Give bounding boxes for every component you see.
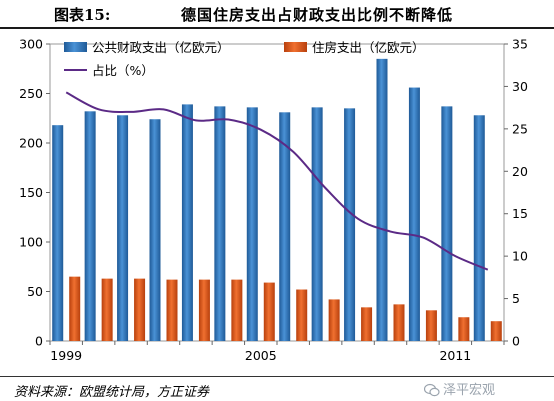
bar-housing-expenditure: [393, 304, 405, 341]
y-right-tick-label: 10: [512, 249, 528, 264]
line-housing-share: [65, 91, 489, 271]
source-rule: [0, 376, 554, 377]
bar-public-expenditure: [214, 106, 226, 342]
watermark-text: 泽平宏观: [443, 383, 496, 398]
x-tick-label: 2005: [245, 348, 277, 363]
bar-public-expenditure: [408, 87, 420, 341]
bar-housing-expenditure: [101, 278, 113, 341]
legend-label-housing-share: 占比（%）: [92, 63, 154, 78]
y-left-tick-label: 200: [19, 136, 43, 151]
bar-public-expenditure: [473, 115, 485, 341]
y-left-tick-label: 50: [27, 284, 43, 299]
chart: 0 50 100 150 200 250 300 0 5 10 15 20 25 30 35 1999 2005…: [19, 37, 528, 364]
y-right-tick-label: 30: [512, 79, 528, 94]
bar-public-expenditure: [279, 112, 291, 341]
bar-public-expenditure: [376, 58, 388, 341]
bar-public-expenditure: [311, 107, 323, 341]
figure-title: 图表15: 德国住房支出占财政支出比例不断降低: [0, 0, 554, 26]
bar-housing-expenditure: [425, 310, 437, 341]
bar-public-expenditure: [149, 119, 161, 342]
bar-public-expenditure: [181, 104, 193, 341]
source-note: 资料来源：欧盟统计局，方正证券: [14, 385, 210, 400]
y-right-tick-label: 35: [512, 37, 528, 52]
bar-housing-expenditure: [361, 307, 373, 341]
y-left-tick-label: 150: [19, 185, 43, 200]
x-tick-label: 1999: [50, 348, 82, 363]
figure-number: 图表15:: [54, 6, 111, 24]
bar-public-expenditure: [344, 108, 356, 341]
y-left-tick-label: 0: [35, 334, 43, 349]
bar-public-expenditure: [246, 107, 258, 341]
bar-housing-expenditure: [263, 282, 275, 341]
bar-public-expenditure: [117, 115, 129, 341]
bar-housing-expenditure: [231, 279, 243, 341]
bar-housing-expenditure: [166, 279, 178, 341]
bar-public-expenditure: [84, 111, 96, 341]
y-left-tick-label: 300: [19, 37, 43, 52]
bar-public-expenditure: [52, 125, 64, 342]
legend-label-housing-expenditure: 住房支出（亿欧元）: [312, 40, 425, 55]
y-right-tick-label: 5: [512, 291, 520, 306]
bar-housing-expenditure: [198, 279, 210, 341]
bar-housing-expenditure: [490, 321, 502, 341]
y-right-tick-label: 20: [512, 164, 528, 179]
y-left-tick-label: 250: [19, 86, 43, 101]
bar-housing-expenditure: [458, 317, 470, 341]
figure-title-text: 德国住房支出占财政支出比例不断降低: [181, 6, 454, 24]
bar-housing-expenditure: [296, 289, 308, 341]
bar-housing-expenditure: [69, 276, 81, 341]
y-right-tick-label: 15: [512, 206, 528, 221]
legend-swatch-public-expenditure: [64, 42, 87, 52]
y-right-tick-label: 25: [512, 121, 528, 136]
bar-housing-expenditure: [134, 278, 146, 341]
legend-swatch-housing-expenditure: [284, 42, 307, 52]
legend-label-public-expenditure: 公共财政支出（亿欧元）: [92, 40, 230, 55]
y-right-tick-label: 0: [512, 334, 520, 349]
x-tick-label: 2011: [439, 348, 471, 363]
bar-housing-expenditure: [328, 299, 340, 341]
wechat-icon: [423, 383, 440, 397]
bar-public-expenditure: [441, 106, 453, 342]
watermark: 泽平宏观: [423, 379, 496, 398]
title-rule: [0, 27, 554, 29]
y-left-tick-label: 100: [19, 235, 43, 250]
